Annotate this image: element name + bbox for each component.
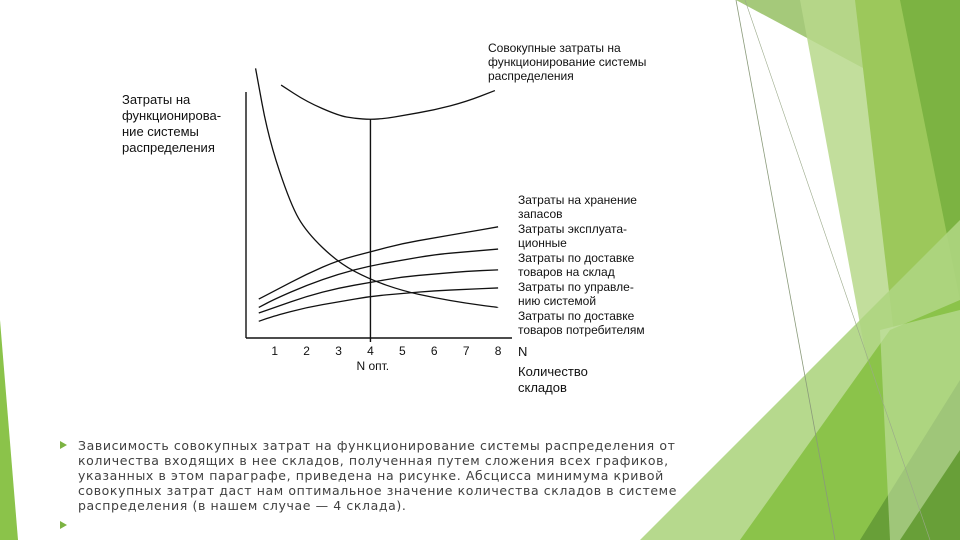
left-green-sliver (0, 320, 18, 540)
x-tick-label: 5 (399, 344, 406, 358)
series-label-line: Совокупные затраты на (488, 41, 621, 55)
decor-line-2 (744, 0, 931, 540)
series-line-3 (258, 269, 499, 314)
x-tick-label: 2 (303, 344, 310, 358)
y-axis-label-line: распределения (122, 140, 215, 155)
series-label-line: товаров на склад (518, 265, 615, 279)
series-label-line: Затраты по доставке (518, 309, 635, 323)
empty-bullet-triangle-icon (60, 521, 67, 529)
series-label-line: Затраты по управле- (518, 280, 634, 294)
x-tick-label: 3 (335, 344, 342, 358)
series-label-line: Затраты по доставке (518, 251, 635, 265)
series-line-1 (258, 226, 499, 300)
series-label-line: распределения (488, 69, 574, 83)
x-axis-label-line: Количество (518, 364, 588, 379)
x-tick-label: 8 (495, 344, 502, 358)
y-axis-label-line: Затраты на (122, 92, 191, 107)
series-label-line: Затраты эксплуата- (518, 222, 627, 236)
series-label-line: запасов (518, 207, 563, 221)
series-layer (254, 68, 499, 322)
series-label-line: нию системой (518, 294, 596, 308)
series-line-2 (258, 248, 499, 308)
x-tick-label: 7 (463, 344, 470, 358)
series-label-line: Затраты на хранение (518, 193, 637, 207)
decor-shape-8 (880, 310, 960, 540)
decor-line-1 (735, 0, 836, 540)
y-axis-label-line: ние системы (122, 124, 199, 139)
series-label-line: ционные (518, 236, 567, 250)
x-tick-label: 6 (431, 344, 438, 358)
x-axis-symbol: N (518, 344, 527, 359)
x-tick-label: 1 (271, 344, 278, 358)
chart-axes (245, 92, 512, 342)
caption-block: Зависимость совокупных затрат на функцио… (60, 438, 740, 513)
series-label-line: товаров потребителям (518, 323, 645, 337)
caption-text: Зависимость совокупных затрат на функцио… (78, 438, 677, 513)
decor-shape-4 (900, 0, 960, 300)
x-axis-label-line: складов (518, 380, 567, 395)
series-line-5 (254, 68, 499, 309)
series-label-line: функционирование системы (488, 55, 646, 69)
y-axis-label-line: функционирова- (122, 108, 221, 123)
optimum-label: N опт. (356, 359, 389, 373)
x-tick-label: 4 (367, 344, 374, 358)
bullet-triangle-icon (60, 441, 67, 449)
series-line-0 (280, 84, 496, 120)
series-line-4 (258, 287, 499, 322)
